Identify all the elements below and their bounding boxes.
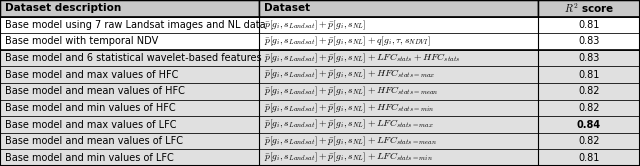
Text: $\bar{p}[g_i, s_{Landsat}] + \bar{p}[g_i, s_{NL}] + HFC_{stats=min}$: $\bar{p}[g_i, s_{Landsat}] + \bar{p}[g_i…: [264, 101, 435, 115]
Text: $\bar{p}[g_i, s_{Landsat}] + \bar{p}[g_i, s_{NL}]$: $\bar{p}[g_i, s_{Landsat}] + \bar{p}[g_i…: [264, 18, 367, 32]
Bar: [538, 0, 640, 17]
Text: 0.83: 0.83: [578, 53, 600, 63]
Text: Base model with temporal NDV: Base model with temporal NDV: [5, 37, 158, 46]
Bar: [259, 17, 538, 33]
Bar: [538, 100, 640, 116]
Text: Base model and mean values of LFC: Base model and mean values of LFC: [5, 136, 183, 146]
Text: $\bar{p}[g_i, s_{Landsat}] + \bar{p}[g_i, s_{NL}] + LFC_{stats=max}$: $\bar{p}[g_i, s_{Landsat}] + \bar{p}[g_i…: [264, 118, 434, 131]
Text: Base model and 6 statistical wavelet-based features: Base model and 6 statistical wavelet-bas…: [5, 53, 262, 63]
Bar: [538, 17, 640, 33]
Text: $R^2$ score: $R^2$ score: [564, 1, 614, 15]
Bar: [0, 133, 259, 149]
Bar: [259, 50, 538, 66]
Bar: [259, 149, 538, 166]
Bar: [259, 100, 538, 116]
Bar: [0, 83, 259, 100]
Text: 0.81: 0.81: [578, 153, 600, 163]
Text: $\bar{p}[g_i, s_{Landsat}] + \bar{p}[g_i, s_{NL}] + q[g_i, \tau, s_{NDVI}]$: $\bar{p}[g_i, s_{Landsat}] + \bar{p}[g_i…: [264, 35, 431, 48]
Text: $\bar{p}[g_i, s_{Landsat}] + \bar{p}[g_i, s_{NL}] + LFC_{stats=min}$: $\bar{p}[g_i, s_{Landsat}] + \bar{p}[g_i…: [264, 151, 433, 164]
Bar: [538, 66, 640, 83]
Bar: [538, 50, 640, 66]
Bar: [538, 133, 640, 149]
Bar: [259, 0, 538, 17]
Bar: [0, 116, 259, 133]
Bar: [259, 116, 538, 133]
Bar: [259, 83, 538, 100]
Text: Base model and min values of LFC: Base model and min values of LFC: [5, 153, 174, 163]
Text: 0.82: 0.82: [578, 86, 600, 96]
Bar: [0, 17, 259, 33]
Bar: [538, 33, 640, 50]
Text: Dataset: Dataset: [264, 3, 310, 13]
Bar: [538, 116, 640, 133]
Bar: [0, 149, 259, 166]
Bar: [0, 33, 259, 50]
Text: 0.81: 0.81: [578, 20, 600, 30]
Text: Base model and mean values of HFC: Base model and mean values of HFC: [5, 86, 185, 96]
Bar: [0, 66, 259, 83]
Bar: [259, 33, 538, 50]
Text: 0.84: 0.84: [577, 120, 601, 129]
Text: $\bar{p}[g_i, s_{Landsat}] + \bar{p}[g_i, s_{NL}] + LFC_{stats} + HFC_{stats}$: $\bar{p}[g_i, s_{Landsat}] + \bar{p}[g_i…: [264, 51, 461, 65]
Text: $\bar{p}[g_i, s_{Landsat}] + \bar{p}[g_i, s_{NL}] + HFC_{stats=max}$: $\bar{p}[g_i, s_{Landsat}] + \bar{p}[g_i…: [264, 68, 436, 81]
Bar: [259, 66, 538, 83]
Text: 0.81: 0.81: [578, 70, 600, 80]
Bar: [538, 149, 640, 166]
Text: 0.82: 0.82: [578, 136, 600, 146]
Text: 0.82: 0.82: [578, 103, 600, 113]
Text: Base model using 7 raw Landsat images and NL data: Base model using 7 raw Landsat images an…: [5, 20, 266, 30]
Text: Dataset description: Dataset description: [5, 3, 122, 13]
Text: 0.83: 0.83: [578, 37, 600, 46]
Bar: [538, 83, 640, 100]
Text: Base model and max values of LFC: Base model and max values of LFC: [5, 120, 177, 129]
Text: Base model and min values of HFC: Base model and min values of HFC: [5, 103, 176, 113]
Text: $\bar{p}[g_i, s_{Landsat}] + \bar{p}[g_i, s_{NL}] + HFC_{stats=mean}$: $\bar{p}[g_i, s_{Landsat}] + \bar{p}[g_i…: [264, 85, 439, 98]
Text: Base model and max values of HFC: Base model and max values of HFC: [5, 70, 179, 80]
Bar: [0, 0, 259, 17]
Text: $\bar{p}[g_i, s_{Landsat}] + \bar{p}[g_i, s_{NL}] + LFC_{stats=mean}$: $\bar{p}[g_i, s_{Landsat}] + \bar{p}[g_i…: [264, 134, 438, 148]
Bar: [0, 50, 259, 66]
Bar: [0, 100, 259, 116]
Bar: [259, 133, 538, 149]
